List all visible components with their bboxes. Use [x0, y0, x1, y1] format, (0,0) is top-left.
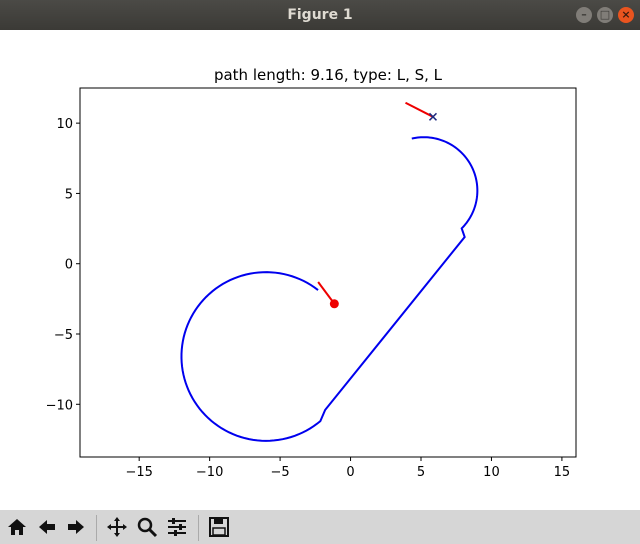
home-icon[interactable] — [4, 515, 30, 539]
maximize-button[interactable]: □ — [597, 7, 613, 23]
window-title: Figure 1 — [287, 7, 353, 23]
save-icon[interactable] — [206, 515, 232, 539]
x-tick-label: 10 — [483, 465, 500, 480]
window-titlebar: Figure 1 – □ × — [0, 0, 640, 30]
axes-frame — [79, 87, 577, 458]
x-tick-label: 15 — [554, 465, 571, 480]
axes: −15 −10 −5 0 5 10 15 10 5 0 −5 −10 — [46, 87, 577, 480]
y-tick-label: −5 — [54, 328, 73, 343]
plot-area — [180, 101, 479, 442]
chart-title: path length: 9.16, type: L, S, L — [214, 66, 443, 84]
minimize-button[interactable]: – — [576, 7, 592, 23]
y-tick-label: 10 — [56, 117, 73, 132]
x-tick-label: 5 — [417, 465, 425, 480]
toolbar-separator — [198, 515, 199, 541]
y-tick-label: 5 — [65, 187, 73, 202]
forward-icon[interactable] — [63, 515, 89, 539]
close-button[interactable]: × — [618, 7, 634, 23]
x-tick-label: −10 — [196, 465, 223, 480]
configure-subplots-icon[interactable] — [164, 515, 190, 539]
back-icon[interactable] — [34, 515, 60, 539]
x-tick-label: 0 — [346, 465, 354, 480]
start-marker — [329, 299, 339, 309]
zoom-icon[interactable] — [134, 515, 160, 539]
toolbar-separator — [96, 515, 97, 541]
y-tick-label: 0 — [65, 258, 73, 273]
pan-icon[interactable] — [104, 515, 130, 539]
x-tick-label: −15 — [125, 465, 152, 480]
plot-svg: path length: 9.16, type: L, S, L −15 −10−… — [0, 30, 640, 510]
series-line — [180, 136, 479, 442]
end-heading-line — [405, 101, 434, 118]
y-tick-label: −10 — [46, 398, 73, 413]
x-tick-label: −5 — [271, 465, 290, 480]
start-heading-line — [317, 281, 336, 305]
end-marker — [428, 112, 438, 121]
navigation-toolbar — [0, 510, 640, 544]
figure-canvas[interactable]: path length: 9.16, type: L, S, L −15 −10−… — [0, 30, 640, 510]
